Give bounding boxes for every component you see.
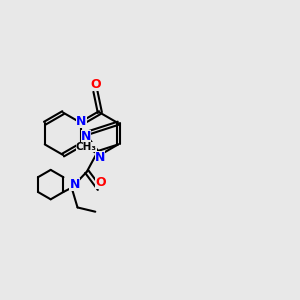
Text: N: N (76, 115, 87, 128)
Text: O: O (95, 176, 106, 189)
Text: N: N (69, 178, 80, 191)
Text: O: O (90, 78, 101, 92)
Text: CH₃: CH₃ (76, 142, 97, 152)
Text: N: N (95, 152, 105, 164)
Text: N: N (81, 130, 92, 143)
